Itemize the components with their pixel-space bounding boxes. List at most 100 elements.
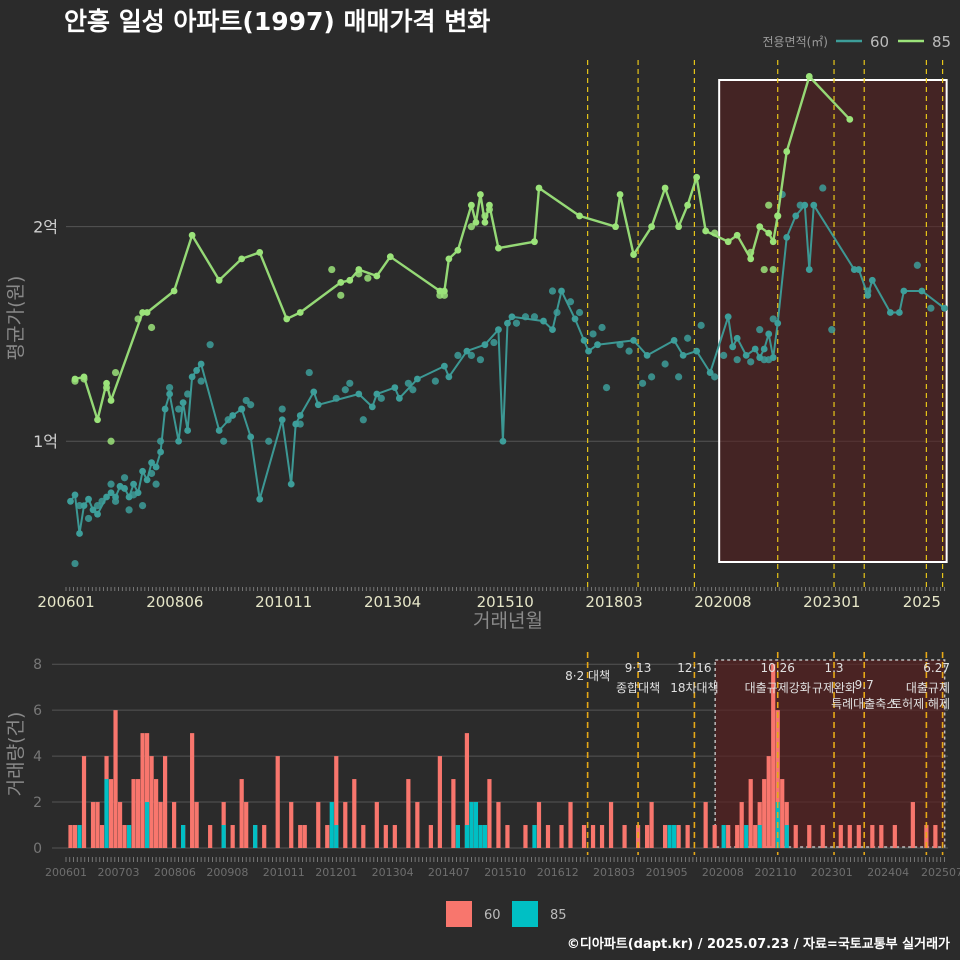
volume-bar-60 [536,802,542,848]
price-line-point-60 [679,352,687,359]
price-x-tick-label: 201510 [477,593,534,611]
volume-bar-60 [820,825,825,848]
price-line-point-60 [76,530,83,537]
price-x-tick-label: 2025 [903,593,941,611]
price-line-point-60 [864,291,872,299]
volume-bar-60 [95,802,100,848]
price-line-point-60 [395,394,403,402]
price-line-point-60 [373,390,381,398]
price-line-point-60 [215,427,223,434]
price-line-60 [69,204,946,535]
price-line-point-85 [693,173,701,181]
volume-x-tick-label: 201510 [484,866,526,879]
volume-bar-60 [847,825,852,848]
volume-bar-60 [712,825,717,848]
price-line-point-60 [179,399,187,407]
price-line-point-85 [675,223,683,231]
volume-bar-60 [415,802,420,848]
price-x-tick-label: 202008 [694,593,751,611]
volume-x-tick-label: 201304 [372,866,414,879]
price-line-point-60 [310,388,318,396]
volume-x-tick-label: 201201 [315,866,357,879]
volume-bar-60 [487,779,492,848]
volume-bar-60 [766,756,771,848]
volume-x-tick-label: 202008 [702,866,744,879]
price-line-point-85 [702,227,710,235]
volume-bar-60 [892,825,897,848]
price-line-point-85 [684,201,692,209]
policy-annotation-text: 토허제 해제 [891,697,950,711]
volume-bar-60 [451,779,456,848]
price-line-point-60 [391,384,399,391]
price-line-point-60 [139,467,146,475]
price-point-60 [125,506,133,514]
price-point-60 [404,379,412,387]
price-point-85 [765,201,773,209]
volume-bar-60 [244,802,249,848]
price-point-60 [431,377,439,385]
volume-bar-60 [262,825,267,848]
price-line-point-60 [292,420,300,428]
price-point-60 [769,315,777,323]
price-x-tick-label: 200806 [146,593,203,611]
legend-label-60: 60 [870,33,889,51]
price-line-point-60 [481,341,489,349]
price-line-point-60 [571,315,579,323]
volume-bar-60 [748,779,753,848]
volume-bar-60 [392,825,397,848]
volume-x-tick-label: 201612 [537,866,579,879]
policy-annotations: 8·2 대책 9·13 종합대책 12·16 18차대책 10.26 대출규제강화 1.3 규제… [565,661,950,711]
volume-bar-60 [599,825,605,848]
price-point-60 [828,326,836,334]
volume-bar-60 [153,779,159,848]
volume-x-tick-label: 200601 [45,866,87,879]
price-line-point-85 [733,231,741,239]
price-point-60 [138,502,147,510]
price-line-point-60 [895,309,903,316]
volume-bar-60 [464,733,470,848]
price-line-point-60 [107,489,115,497]
volume-bar-60 [870,825,875,848]
price-line-point-60 [670,336,678,344]
volume-y-ticks: 0 2 4 6 8 [33,657,42,857]
price-point-60 [720,351,728,360]
price-point-85 [760,265,768,274]
policy-annotation-text: 12·16 [677,661,711,675]
price-point-60 [684,334,692,342]
price-line-point-85 [535,184,543,192]
price-line-point-60 [445,373,453,381]
price-line-point-60 [134,489,142,497]
price-line-point-60 [594,341,601,349]
volume-bar-85 [721,825,726,848]
price-line-point-60 [314,401,322,409]
price-line-point-60 [112,493,119,501]
price-line-point-60 [67,497,74,505]
price-line-point-60 [188,373,196,381]
volume-bar-60 [793,825,798,848]
price-line-point-85 [846,115,854,123]
price-point-60 [589,330,597,338]
legend-bar-label-60: 60 [484,908,501,923]
legend-swatch-bar-85 [512,901,538,927]
volume-bar-60 [807,825,812,848]
price-line-point-60 [193,367,201,374]
volume-bar-60 [856,825,861,848]
price-line-point-85 [440,287,448,295]
price-line-point-60 [558,287,565,295]
policy-annotation-text: 대출규제강화 [745,681,811,695]
volume-bar-60 [158,802,163,848]
price-line-point-85 [188,231,196,239]
price-y-tick-label: 2억 [33,218,58,237]
volume-bar-60 [703,802,708,848]
volume-y-tick-label: 2 [33,795,42,811]
volume-highlight-box [714,659,946,848]
volume-bar-85 [144,802,150,848]
volume-bar-60 [289,802,294,848]
price-line-point-60 [774,319,782,327]
price-point-85 [328,265,336,274]
volume-bar-60 [99,825,105,848]
price-line-point-85 [256,249,264,256]
volume-bar-60 [190,733,195,848]
volume-y-axis-label: 거래량(건) [5,712,27,797]
volume-bar-60 [762,779,767,848]
